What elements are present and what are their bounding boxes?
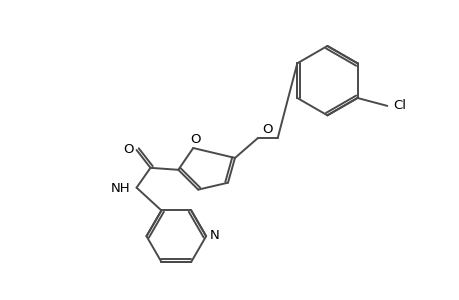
Text: O: O [190,133,200,146]
Text: NH: NH [111,182,130,195]
Text: Cl: Cl [392,99,405,112]
Text: O: O [262,123,273,136]
Text: O: O [123,142,134,155]
Text: N: N [210,229,219,242]
